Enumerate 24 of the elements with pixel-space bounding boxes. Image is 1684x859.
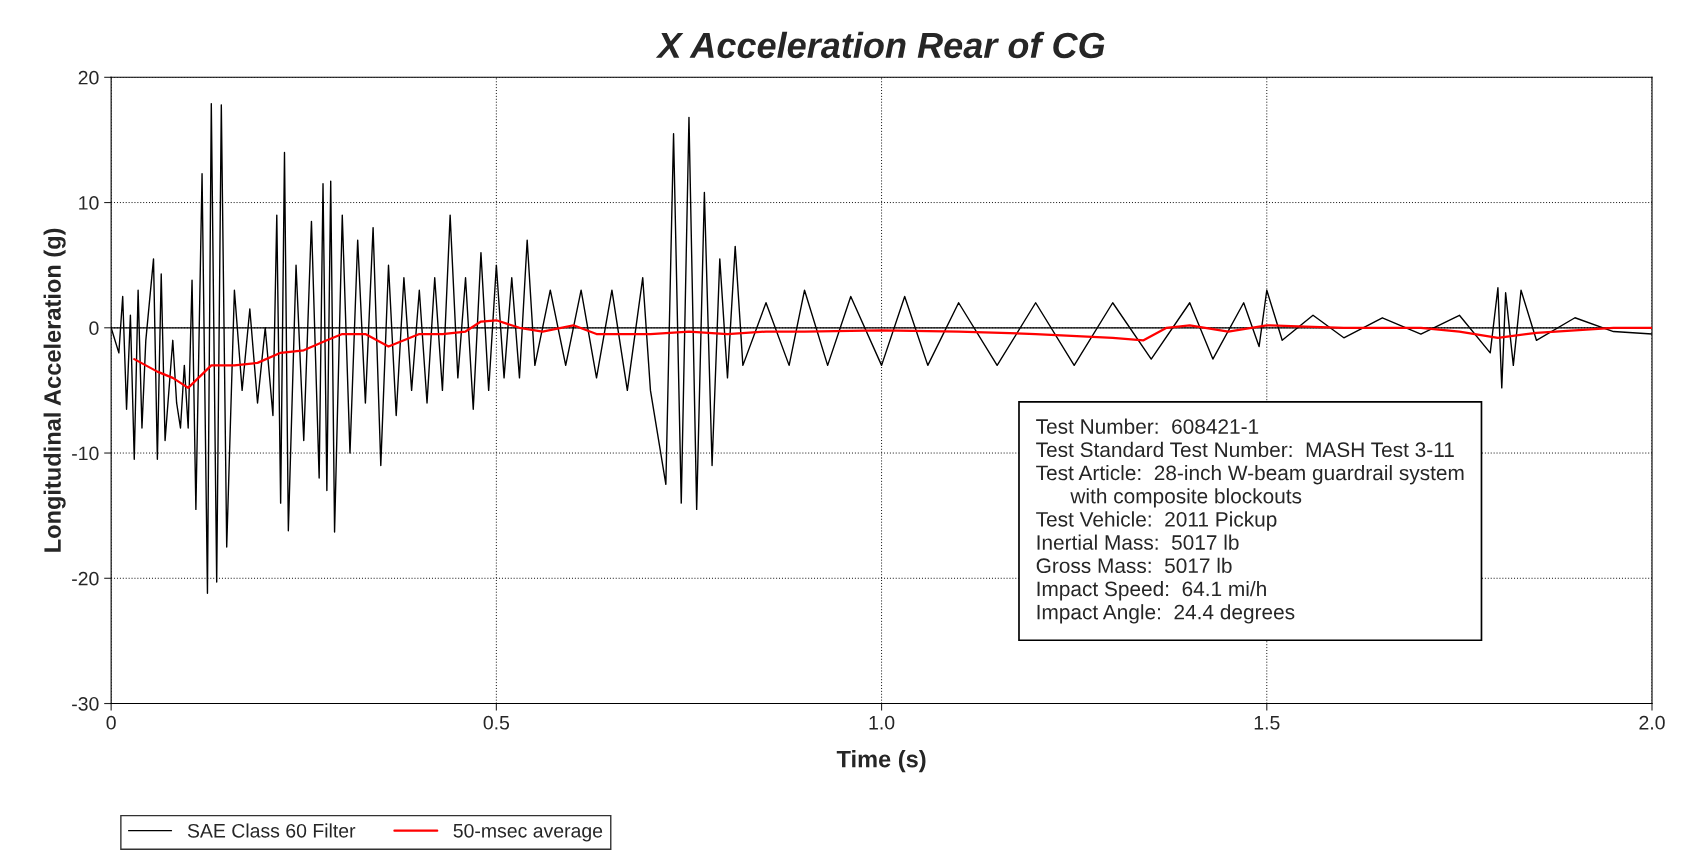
annotation: Test Number: 608421-1 <box>1036 418 1259 434</box>
y-tick-label: -20 <box>72 571 99 586</box>
y-tick-label: -10 <box>72 446 99 461</box>
legend-label: 50-msec average <box>453 823 603 842</box>
annotation: Impact Angle: 24.4 degrees <box>1037 604 1295 624</box>
x-tick-label: 1.5 <box>1254 716 1280 730</box>
x-axis-title: Time (s) <box>836 750 926 773</box>
chart-title: X Acceleration Rear of CG <box>655 31 1105 59</box>
x-tick-label: 0 <box>106 715 116 730</box>
annotation: Test Standard Test Number: MASH Test 3-11 <box>1036 441 1454 458</box>
y-tick-label: 20 <box>78 70 99 85</box>
x-tick-label: 1.0 <box>869 715 895 730</box>
annotation: Gross Mass: 5017 lb <box>1036 557 1232 574</box>
annotation: Test Article: 28-inch W-beam guardrail system with composite blockouts <box>1036 464 1464 508</box>
y-tick-label: 0 <box>89 321 99 336</box>
annotation: Inertial Mass: 5017 lb <box>1037 534 1239 550</box>
annotation: Test Vehicle: 2011 Pickup <box>1036 511 1277 531</box>
x-tick-label: 0.5 <box>483 715 510 730</box>
legend-label: SAE Class 60 Filter <box>187 823 356 838</box>
y-tick-label: -30 <box>72 696 99 711</box>
x-tick-label: 2.0 <box>1639 715 1665 730</box>
y-tick-label: 10 <box>79 196 99 210</box>
annotation: Impact Speed: 64.1 mi/h <box>1037 580 1266 601</box>
y-axis-title: Longitudinal Acceleration (g) <box>43 228 66 552</box>
